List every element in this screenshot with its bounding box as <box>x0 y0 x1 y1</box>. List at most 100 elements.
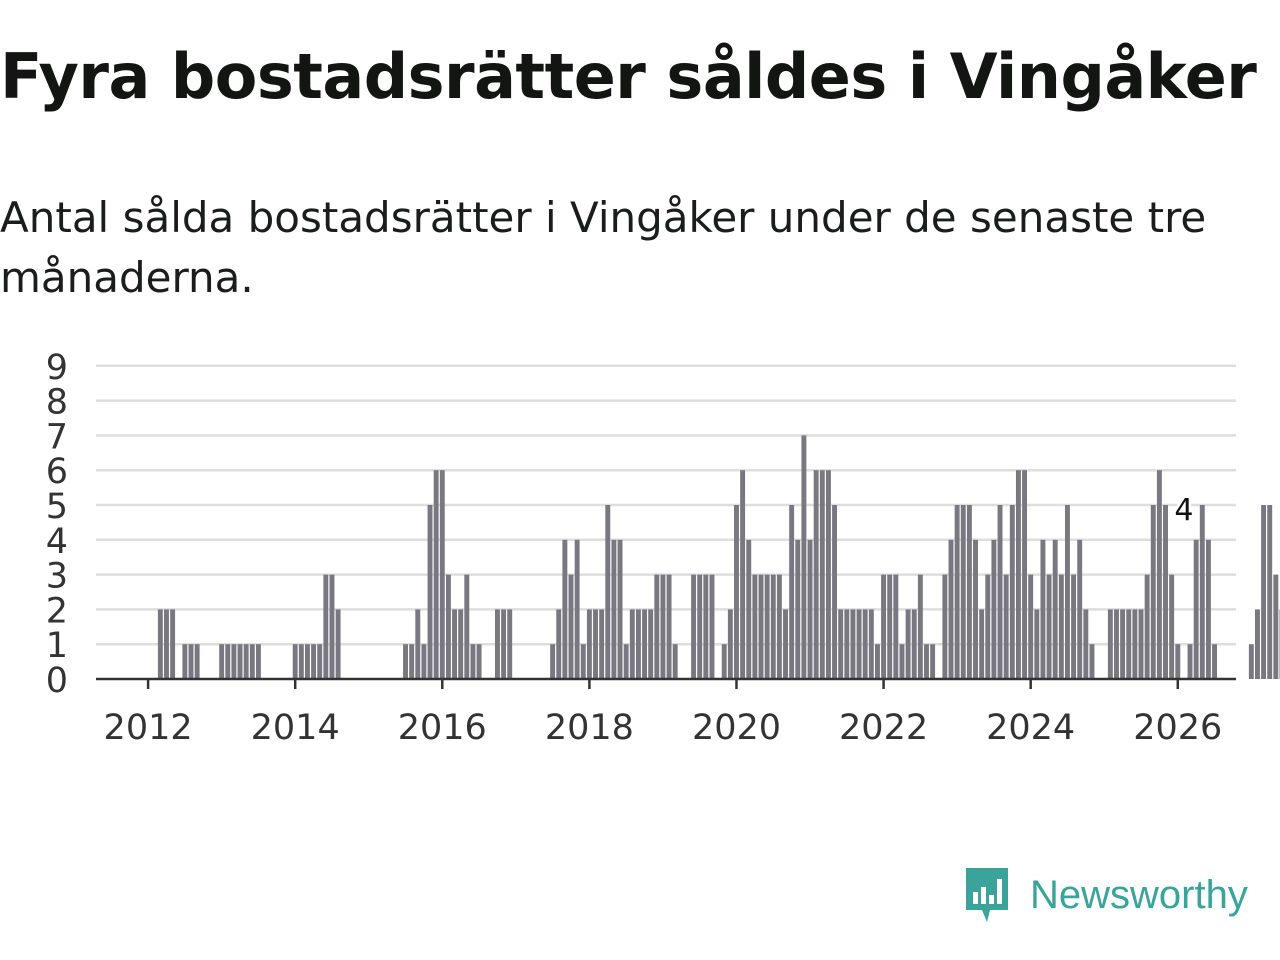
bar <box>1089 644 1095 679</box>
x-tick-label: 2016 <box>398 708 487 748</box>
bar <box>1040 539 1046 679</box>
bar <box>1009 505 1015 679</box>
bar <box>1046 574 1052 679</box>
bar <box>1034 609 1040 679</box>
bar <box>660 574 666 679</box>
bar <box>335 609 341 679</box>
bar <box>194 644 200 679</box>
bar <box>801 435 807 679</box>
bar <box>476 644 482 679</box>
bar <box>1187 644 1193 679</box>
bar <box>464 574 470 679</box>
bar <box>856 609 862 679</box>
bar <box>899 644 905 679</box>
bar <box>415 609 421 679</box>
bar <box>654 574 660 679</box>
y-tick-label: 0 <box>46 661 68 701</box>
bar <box>1193 539 1199 679</box>
bar <box>580 644 586 679</box>
bar <box>985 574 991 679</box>
bar <box>1132 609 1138 679</box>
bar <box>1003 574 1009 679</box>
y-tick-label: 2 <box>46 591 68 631</box>
bar <box>292 644 298 679</box>
bar <box>323 574 329 679</box>
bar <box>948 539 954 679</box>
bar <box>1083 609 1089 679</box>
bar <box>924 644 929 679</box>
bar <box>740 470 746 679</box>
bar <box>666 574 672 679</box>
bar <box>783 609 788 679</box>
bar <box>409 644 415 679</box>
bar <box>1071 574 1077 679</box>
y-tick-label: 6 <box>46 452 68 492</box>
y-tick-label: 3 <box>46 557 68 597</box>
bar <box>1052 539 1058 679</box>
bar <box>1150 505 1156 679</box>
chart-subtitle: Antal sålda bostadsrätter i Vingåker und… <box>0 193 1207 302</box>
x-tick-label: 2020 <box>692 708 781 748</box>
bar <box>586 609 592 679</box>
bar <box>635 609 641 679</box>
highlight-value-label: 4 <box>1174 493 1193 528</box>
x-tick-label: 2012 <box>104 708 193 748</box>
bar <box>439 470 445 679</box>
bar <box>758 574 764 679</box>
bar <box>445 574 451 679</box>
bar <box>752 574 758 679</box>
bar <box>979 609 985 679</box>
bar <box>1212 644 1218 679</box>
bar <box>991 539 997 679</box>
bar <box>1077 539 1083 679</box>
bar <box>672 644 678 679</box>
bar <box>225 644 231 679</box>
x-tick-label: 2014 <box>251 708 340 748</box>
bar <box>697 574 703 679</box>
bar <box>1163 505 1168 679</box>
bar <box>1120 609 1126 679</box>
bar <box>819 470 825 679</box>
bar <box>623 644 629 679</box>
bar <box>813 470 819 679</box>
bar <box>966 505 972 679</box>
bar <box>501 609 507 679</box>
bar <box>942 574 948 679</box>
bar <box>1064 505 1070 679</box>
bar <box>973 539 978 679</box>
bar <box>219 644 225 679</box>
bar <box>648 609 654 679</box>
bar <box>188 644 194 679</box>
bar <box>930 644 936 679</box>
bar <box>1028 574 1034 679</box>
bar <box>960 505 966 679</box>
bar <box>727 609 733 679</box>
bar <box>807 539 813 679</box>
bar <box>1248 644 1254 679</box>
bar <box>1254 609 1260 679</box>
bar <box>770 574 776 679</box>
x-tick-label: 2022 <box>839 708 928 748</box>
bar <box>617 539 623 679</box>
brand[interactable]: Newsworthy <box>962 862 1248 928</box>
bar <box>1175 644 1181 679</box>
bar <box>997 505 1003 679</box>
bar <box>905 609 911 679</box>
newsworthy-logo-icon <box>966 868 1008 922</box>
bar <box>1205 539 1211 679</box>
bar <box>550 644 556 679</box>
bar <box>427 505 433 679</box>
bar <box>734 505 739 679</box>
bar <box>304 644 310 679</box>
bar <box>157 609 163 679</box>
bar <box>795 539 801 679</box>
bar <box>611 539 617 679</box>
bar <box>844 609 850 679</box>
bar <box>433 470 439 679</box>
bar <box>1022 470 1028 679</box>
bar <box>917 574 923 679</box>
bar <box>874 644 880 679</box>
bar <box>825 470 831 679</box>
bar <box>311 644 317 679</box>
